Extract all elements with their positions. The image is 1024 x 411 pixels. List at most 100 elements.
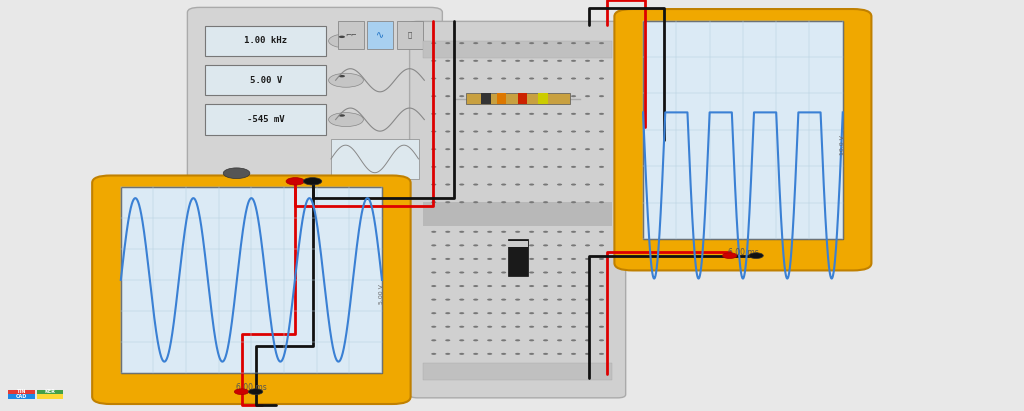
Circle shape [431,148,436,150]
Circle shape [571,339,577,341]
Circle shape [515,231,520,233]
Circle shape [501,244,506,246]
Bar [8,395,35,399]
Circle shape [501,95,506,97]
Bar [643,21,843,239]
Circle shape [543,201,548,203]
Circle shape [599,244,604,246]
Circle shape [515,148,520,150]
Circle shape [329,34,364,48]
Bar [206,65,327,95]
Circle shape [571,326,577,328]
Circle shape [501,183,506,186]
Circle shape [487,148,493,150]
Circle shape [599,131,604,132]
Circle shape [501,258,506,260]
Circle shape [431,131,436,132]
Text: 5.00 V: 5.00 V [380,284,384,304]
Circle shape [543,231,548,233]
Circle shape [529,298,535,301]
Circle shape [445,285,451,287]
Circle shape [501,231,506,233]
Circle shape [459,183,464,186]
Circle shape [459,231,464,233]
Circle shape [445,312,451,314]
Circle shape [473,353,478,355]
Circle shape [599,42,604,44]
Circle shape [529,113,535,115]
Circle shape [459,271,464,274]
Circle shape [599,312,604,314]
Circle shape [501,201,506,203]
Circle shape [571,183,577,186]
Circle shape [557,60,562,62]
Circle shape [459,353,464,355]
Circle shape [473,231,478,233]
Circle shape [487,78,493,80]
Circle shape [473,78,478,80]
Circle shape [557,285,562,287]
Circle shape [585,183,590,186]
Circle shape [557,353,562,355]
Circle shape [571,353,577,355]
Bar [206,104,327,135]
Text: KER: KER [45,390,55,395]
Circle shape [585,201,590,203]
Circle shape [557,231,562,233]
Circle shape [543,285,548,287]
Circle shape [515,78,520,80]
Circle shape [543,339,548,341]
Circle shape [501,298,506,301]
Circle shape [473,298,478,301]
Circle shape [529,42,535,44]
Bar [121,187,382,373]
Circle shape [543,271,548,274]
Circle shape [459,78,464,80]
Bar [508,239,527,276]
Text: 6.00 ms: 6.00 ms [727,248,759,257]
Bar [423,202,612,226]
Circle shape [459,95,464,97]
Circle shape [557,131,562,132]
Circle shape [571,271,577,274]
Circle shape [223,168,250,178]
Circle shape [515,285,520,287]
Circle shape [599,298,604,301]
Circle shape [445,60,451,62]
Circle shape [571,95,577,97]
Circle shape [571,131,577,132]
Circle shape [249,389,263,395]
Circle shape [473,285,478,287]
Circle shape [501,312,506,314]
Circle shape [529,166,535,168]
Circle shape [501,326,506,328]
Circle shape [459,42,464,44]
Circle shape [487,113,493,115]
Bar [517,93,527,104]
Circle shape [487,60,493,62]
Circle shape [445,78,451,80]
Circle shape [723,253,737,259]
Text: ⌐⌐: ⌐⌐ [345,32,357,38]
Circle shape [585,258,590,260]
Text: 5.00 V: 5.00 V [250,76,282,85]
Circle shape [431,258,436,260]
Bar [367,21,393,49]
Circle shape [459,113,464,115]
Circle shape [585,95,590,97]
Circle shape [234,389,249,395]
Circle shape [445,326,451,328]
Circle shape [445,183,451,186]
Circle shape [501,339,506,341]
Circle shape [487,166,493,168]
Bar [37,395,63,399]
Circle shape [599,353,604,355]
Circle shape [487,244,493,246]
Bar [497,93,506,104]
Circle shape [515,326,520,328]
Circle shape [459,285,464,287]
Circle shape [599,285,604,287]
Circle shape [515,312,520,314]
Circle shape [599,258,604,260]
Circle shape [487,258,493,260]
